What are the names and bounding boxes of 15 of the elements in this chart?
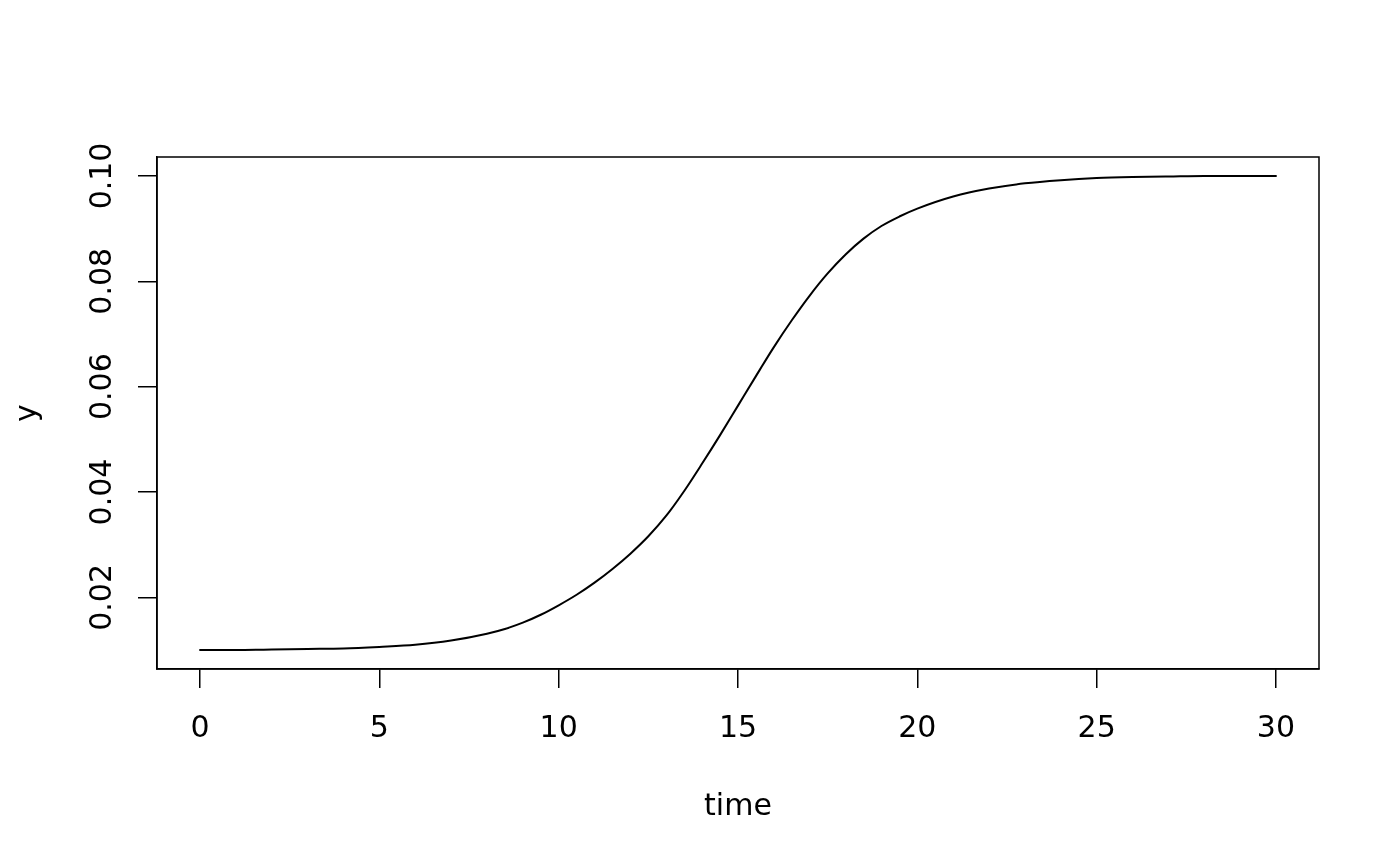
x-tick-label: 15 (718, 708, 758, 744)
x-tick-label: 0 (190, 708, 210, 744)
x-tick-label: 25 (1077, 708, 1116, 744)
y-tick-label: 0.08 (83, 247, 119, 315)
x-tick-label: 30 (1256, 708, 1296, 744)
x-tick-label: 20 (898, 708, 937, 744)
y-axis-title: y (7, 404, 43, 422)
line-series (199, 174, 1277, 652)
y-tick-label: 0.02 (83, 563, 119, 631)
y-tick-label: 0.06 (83, 353, 119, 421)
x-tick-label: 10 (539, 708, 578, 744)
x-axis-title: time (704, 786, 772, 822)
x-tick-label: 5 (369, 708, 389, 744)
y-tick-label: 0.04 (83, 458, 119, 526)
y-tick-label: 0.10 (83, 142, 119, 210)
